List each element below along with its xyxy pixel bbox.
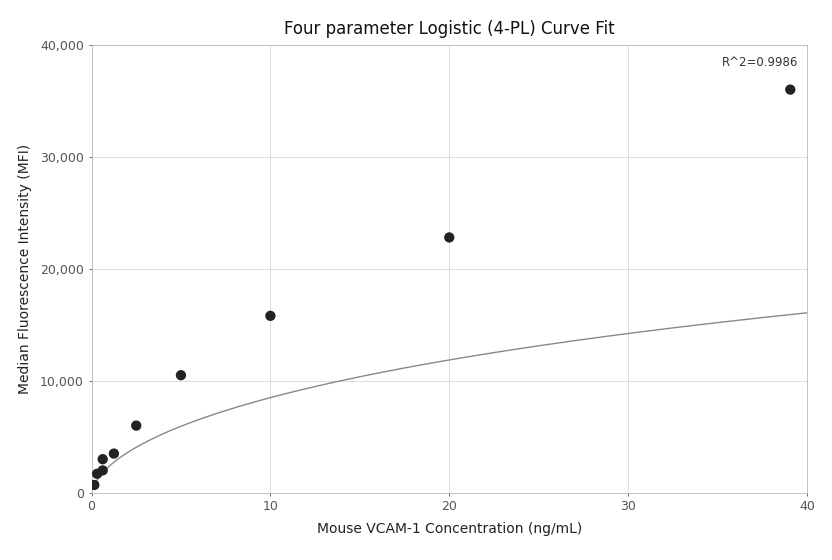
Point (264, 311, 277, 320)
Point (96, 455, 109, 464)
Point (96, 466, 109, 475)
X-axis label: Mouse VCAM-1 Concentration (ng/mL): Mouse VCAM-1 Concentration (ng/mL) (317, 522, 582, 536)
Point (443, 233, 456, 242)
Point (784, 85, 797, 94)
Point (107, 449, 121, 458)
Text: R^2=0.9986: R^2=0.9986 (721, 57, 798, 69)
Point (175, 371, 188, 380)
Y-axis label: Median Fluorescence Intensity (MFI): Median Fluorescence Intensity (MFI) (17, 144, 32, 394)
Point (91, 469, 104, 478)
Point (87, 480, 101, 489)
Title: Four parameter Logistic (4-PL) Curve Fit: Four parameter Logistic (4-PL) Curve Fit (284, 20, 615, 38)
Point (130, 421, 143, 430)
